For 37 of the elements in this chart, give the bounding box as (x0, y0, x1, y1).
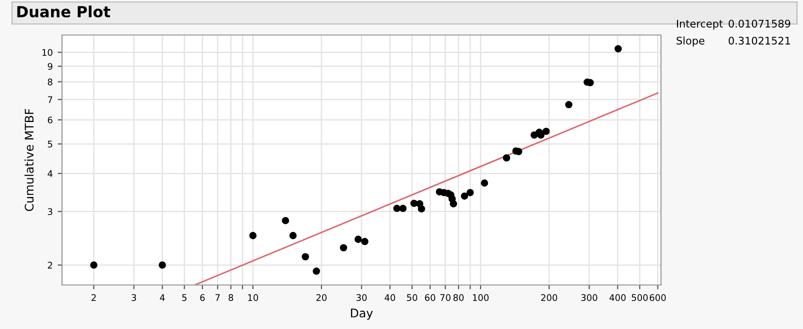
chart-title: Duane Plot (17, 6, 110, 18)
y-tick-label: 4 (48, 170, 52, 177)
y-tick-label: 2 (48, 262, 52, 268)
y-axis-title: Cumulative MTBF (24, 108, 34, 212)
y-tick-label: 8 (48, 78, 52, 86)
y-tick-label: 6 (48, 116, 52, 124)
text: Slope (676, 36, 704, 47)
x-tick-label: 80 (453, 294, 464, 302)
x-tick-label: 7 (216, 294, 220, 301)
y-tick-label: 3 (48, 208, 52, 216)
x-tick-label: 200 (541, 294, 558, 302)
text: Intercept (677, 20, 723, 30)
x-tick-label: 70 (440, 294, 450, 302)
x-tick-label: 2 (92, 294, 96, 301)
x-tick-label: 300 (581, 294, 598, 302)
y-tick-label: 7 (48, 96, 52, 103)
x-tick-label: 600 (650, 294, 666, 302)
x-tick-label: 500 (632, 294, 648, 302)
x-tick-label: 60 (424, 294, 436, 302)
x-tick-label: 6 (200, 294, 205, 302)
x-tick-label: 400 (609, 294, 626, 302)
y-tick-label: 10 (42, 49, 52, 56)
x-tick-label: 50 (407, 294, 418, 302)
text: 0.31021521 (728, 36, 790, 45)
x-tick-label: 5 (182, 294, 186, 302)
x-tick-label: 4 (160, 294, 165, 301)
x-tick-label: 8 (228, 294, 234, 302)
x-tick-label: 20 (316, 294, 327, 302)
x-tick-label: 10 (248, 294, 258, 302)
y-tick-label: 5 (48, 140, 52, 148)
x-tick-label: 100 (472, 294, 489, 302)
y-tick-label: 9 (48, 62, 52, 70)
x-axis-title: Day (351, 308, 373, 320)
x-tick-label: 40 (384, 294, 396, 302)
text: 0.01071589 (728, 20, 790, 28)
x-tick-label: 30 (356, 294, 367, 302)
x-tick-label: 3 (132, 294, 136, 302)
